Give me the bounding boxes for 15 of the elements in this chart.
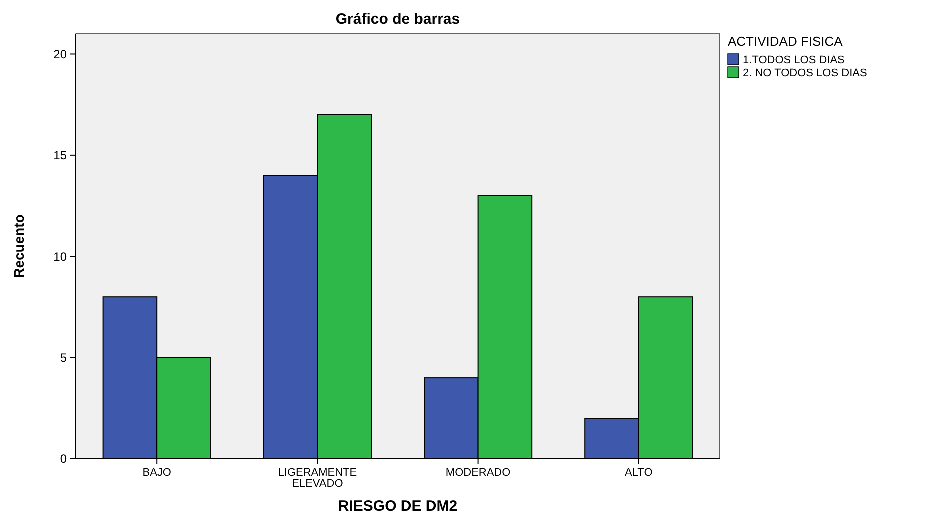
y-tick-label: 5 <box>60 351 68 366</box>
y-tick-label: 20 <box>54 47 68 62</box>
x-tick-label: LIGERAMENTE ELEVADO <box>278 467 358 490</box>
x-tick-label: MODERADO <box>446 467 512 479</box>
chart-title: Gráfico de barras <box>336 11 460 28</box>
legend-label: 1.TODOS LOS DIAS <box>743 54 845 66</box>
y-tick-label: 10 <box>54 250 68 264</box>
x-tick-label: ALTO <box>625 467 654 479</box>
legend-title: ACTIVIDAD FISICA <box>728 34 844 49</box>
x-tick-label: BAJO <box>142 467 172 479</box>
y-tick-label: 0 <box>60 452 68 466</box>
x-axis-title: RIESGO DE DM2 <box>338 498 458 515</box>
legend-label: 2. NO TODOS LOS DIAS <box>743 68 868 80</box>
y-tick-label: 15 <box>54 148 68 163</box>
y-axis-title: Recuento <box>11 214 27 278</box>
